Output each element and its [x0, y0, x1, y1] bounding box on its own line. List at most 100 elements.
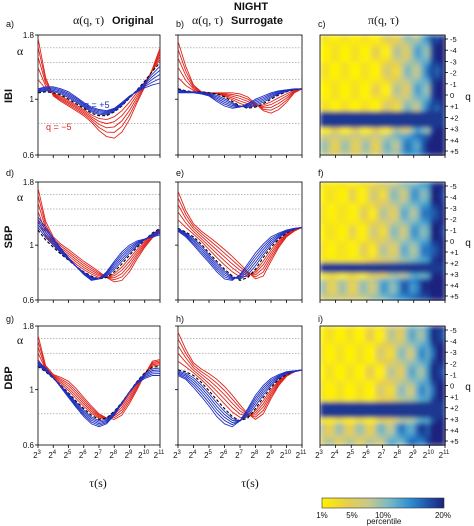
panel-c-cell: [400, 105, 406, 112]
x-axis-label-surrogate: τ(s): [241, 476, 258, 490]
panel-f-cell: [410, 235, 416, 242]
panel-f-cell: [415, 262, 421, 269]
panel-i-cell: [405, 407, 411, 414]
panel-f-cell: [350, 224, 356, 231]
panel-i-cell: [420, 385, 426, 392]
panel-c-cell: [395, 56, 401, 63]
panel-i-cell: [325, 380, 331, 387]
panel-i-cell: [440, 434, 446, 441]
panel-i-cell: [375, 353, 381, 360]
panel-c-cell: [385, 73, 391, 80]
panel-f-cell: [335, 278, 341, 285]
panel-f-heatmap: [320, 182, 446, 301]
panel-c-cell: [440, 122, 446, 129]
panel-f-cell: [350, 246, 356, 253]
panel-f-cell: [415, 208, 421, 215]
panel-c-cell: [325, 78, 331, 85]
panel-c-cell: [375, 149, 381, 156]
panel-i-cell: [405, 380, 411, 387]
column-header-original: α(q, τ) Original: [73, 13, 154, 27]
panel-i-cell: [340, 363, 346, 370]
panel-i-cell: [405, 396, 411, 403]
panel-i-cell: [350, 417, 356, 424]
panel-i-xtick-label: 23: [315, 450, 323, 460]
panel-i-cell: [385, 390, 391, 397]
panel-c-cell: [425, 144, 431, 151]
panel-c-cell: [410, 40, 416, 47]
panel-c-cell: [415, 111, 421, 118]
panel-f-cell: [360, 203, 366, 210]
panel-i-cell: [355, 423, 361, 430]
panel-i-cell: [350, 331, 356, 338]
panel-f-cell: [375, 182, 381, 188]
panel-i-cell: [435, 385, 441, 392]
panel-i-cell: [405, 423, 411, 430]
panel-i-cell: [370, 331, 376, 338]
panel-f-cell: [320, 182, 326, 188]
panel-i-cell: [405, 412, 411, 419]
panel-c-cell: [340, 105, 346, 112]
panel-i-cell: [355, 331, 361, 338]
panel-c-cell: [355, 105, 361, 112]
panel-i-cell: [360, 374, 366, 381]
panel-f-cell: [410, 219, 416, 226]
panel-f-cell: [335, 192, 341, 199]
q-label-row1: q: [465, 92, 471, 103]
panel-a-series-line: [37, 69, 161, 115]
panel-c-cell: [355, 149, 361, 156]
panel-i-cell: [335, 428, 341, 435]
panel-f-cell: [425, 192, 431, 199]
panel-c-cell: [435, 35, 441, 42]
panel-c-cell: [345, 45, 351, 52]
panel-i-qtick-label: -5: [450, 326, 457, 335]
panel-a-series-line: [37, 62, 161, 117]
panel-f-cell: [345, 182, 351, 188]
panel-i-cell: [390, 336, 396, 343]
panel-c-cell: [370, 62, 376, 69]
panel-i-cell: [350, 353, 356, 360]
panel-f-cell: [410, 262, 416, 269]
panel-f-cell: [330, 294, 336, 301]
panel-letter-g: g): [6, 314, 14, 324]
panel-f-qtick-label: -3: [450, 204, 457, 213]
panel-i-cell: [320, 428, 326, 435]
panel-f-cell: [435, 230, 441, 237]
panel-f-cell: [345, 273, 351, 280]
panel-f-cell: [360, 182, 366, 188]
panel-c-cell: [405, 105, 411, 112]
panel-i-cell: [325, 336, 331, 343]
panel-f-cell: [360, 230, 366, 237]
panel-c-cell: [320, 56, 326, 63]
panel-f-qtick-label: -1: [450, 226, 457, 235]
panel-c-cell: [415, 56, 421, 63]
panel-c-cell: [330, 105, 336, 112]
panel-f-cell: [400, 262, 406, 269]
panel-f-cell: [425, 289, 431, 296]
alpha-label-row1: α: [17, 44, 24, 58]
panel-i-cell: [430, 428, 436, 435]
panel-i-cell: [345, 326, 351, 333]
panel-i-cell: [370, 396, 376, 403]
panel-f-cell: [405, 262, 411, 269]
panel-i-cell: [375, 331, 381, 338]
panel-c-cell: [350, 56, 356, 63]
panel-c-cell: [320, 89, 326, 96]
panel-c-cell: [420, 67, 426, 74]
panel-f-cell: [345, 224, 351, 231]
panel-i-cell: [325, 374, 331, 381]
panel-f-cell: [400, 214, 406, 221]
panel-c-cell: [415, 122, 421, 129]
panel-c-cell: [320, 78, 326, 85]
panel-f-cell: [330, 235, 336, 242]
panel-f-cell: [340, 182, 346, 188]
panel-c-cell: [365, 95, 371, 102]
panel-f-cell: [405, 203, 411, 210]
panel-c-cell: [430, 116, 436, 123]
panel-i-cell: [440, 396, 446, 403]
panel-i-cell: [425, 380, 431, 387]
colorbar-tick-10: 10%: [375, 511, 391, 520]
panel-c-cell: [370, 105, 376, 112]
panel-g-xtick-label: 26: [79, 450, 87, 460]
panel-b-series-line: [177, 66, 303, 107]
panel-f-cell: [320, 278, 326, 285]
